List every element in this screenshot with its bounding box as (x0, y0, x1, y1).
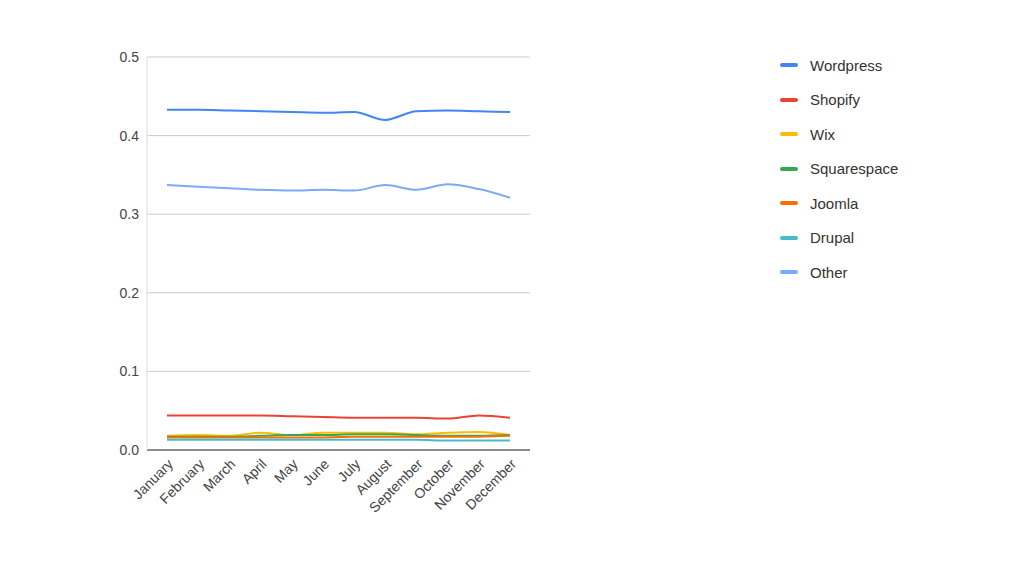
html-text:Wix: Wix (810, 125, 835, 143)
svg-text:0.0: 0.0 (120, 442, 140, 458)
svg-text:April: April (239, 456, 270, 487)
html-text:Wordpress: Wordpress (810, 56, 883, 74)
svg-text:October: October (410, 455, 457, 503)
svg-text:August: August (352, 455, 395, 498)
svg-text:December: December (462, 456, 519, 513)
svg-text:March: March (200, 456, 239, 495)
svg-text:January: January (129, 455, 177, 503)
svg-text:November: November (431, 455, 488, 513)
html-text:Shopify: Shopify (810, 91, 860, 109)
html-text:Drupal: Drupal (810, 229, 855, 247)
svg-text:February: February (156, 456, 207, 507)
svg-text:September: September (365, 455, 426, 516)
html-text:Other: Other (810, 263, 848, 281)
svg-text:0.4: 0.4 (120, 128, 140, 144)
svg-text:0.1: 0.1 (120, 363, 140, 379)
svg-text:0.3: 0.3 (120, 206, 140, 222)
html-text:Squarespace: Squarespace (810, 160, 899, 178)
svg-text:May: May (271, 456, 301, 486)
html-text:Joomla: Joomla (810, 194, 859, 212)
svg-text:0.2: 0.2 (120, 285, 140, 301)
svg-text:July: July (334, 455, 364, 485)
svg-text:0.5: 0.5 (120, 49, 140, 65)
svg-text:June: June (299, 456, 332, 489)
